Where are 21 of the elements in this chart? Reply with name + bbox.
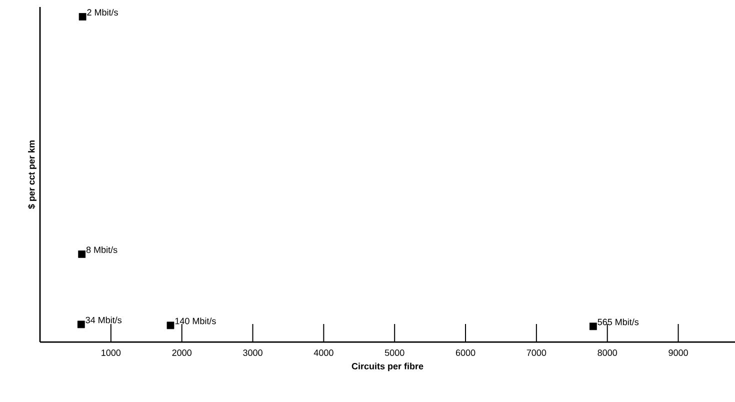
point xyxy=(77,320,85,328)
x-tick-label: 5000 xyxy=(384,350,404,356)
annotation: 2 Mbit/s xyxy=(87,8,118,16)
point xyxy=(166,322,174,330)
x-tick-label: 9000 xyxy=(668,350,688,356)
x-tick-label: 2000 xyxy=(172,350,192,356)
annotation: 34 Mbit/s xyxy=(86,316,122,324)
point xyxy=(78,250,86,258)
annotation: 140 Mbit/s xyxy=(175,318,216,324)
x-tick-label: 6000 xyxy=(456,350,476,356)
annotation: 565 Mbit/s xyxy=(598,318,639,326)
point xyxy=(78,13,86,20)
x-tick-label: 1000 xyxy=(102,350,121,356)
x-tick-label: 8000 xyxy=(598,350,618,356)
x-tick-label: 7000 xyxy=(526,350,546,356)
y-axis-title: $ per cct per km xyxy=(28,140,36,209)
annotation: 8 Mbit/s xyxy=(86,246,118,253)
x-axis-title: Circuits per fibre xyxy=(352,362,424,372)
x-tick-label: 3000 xyxy=(243,350,262,356)
point xyxy=(589,322,597,330)
x-tick-label: 4000 xyxy=(314,350,334,356)
